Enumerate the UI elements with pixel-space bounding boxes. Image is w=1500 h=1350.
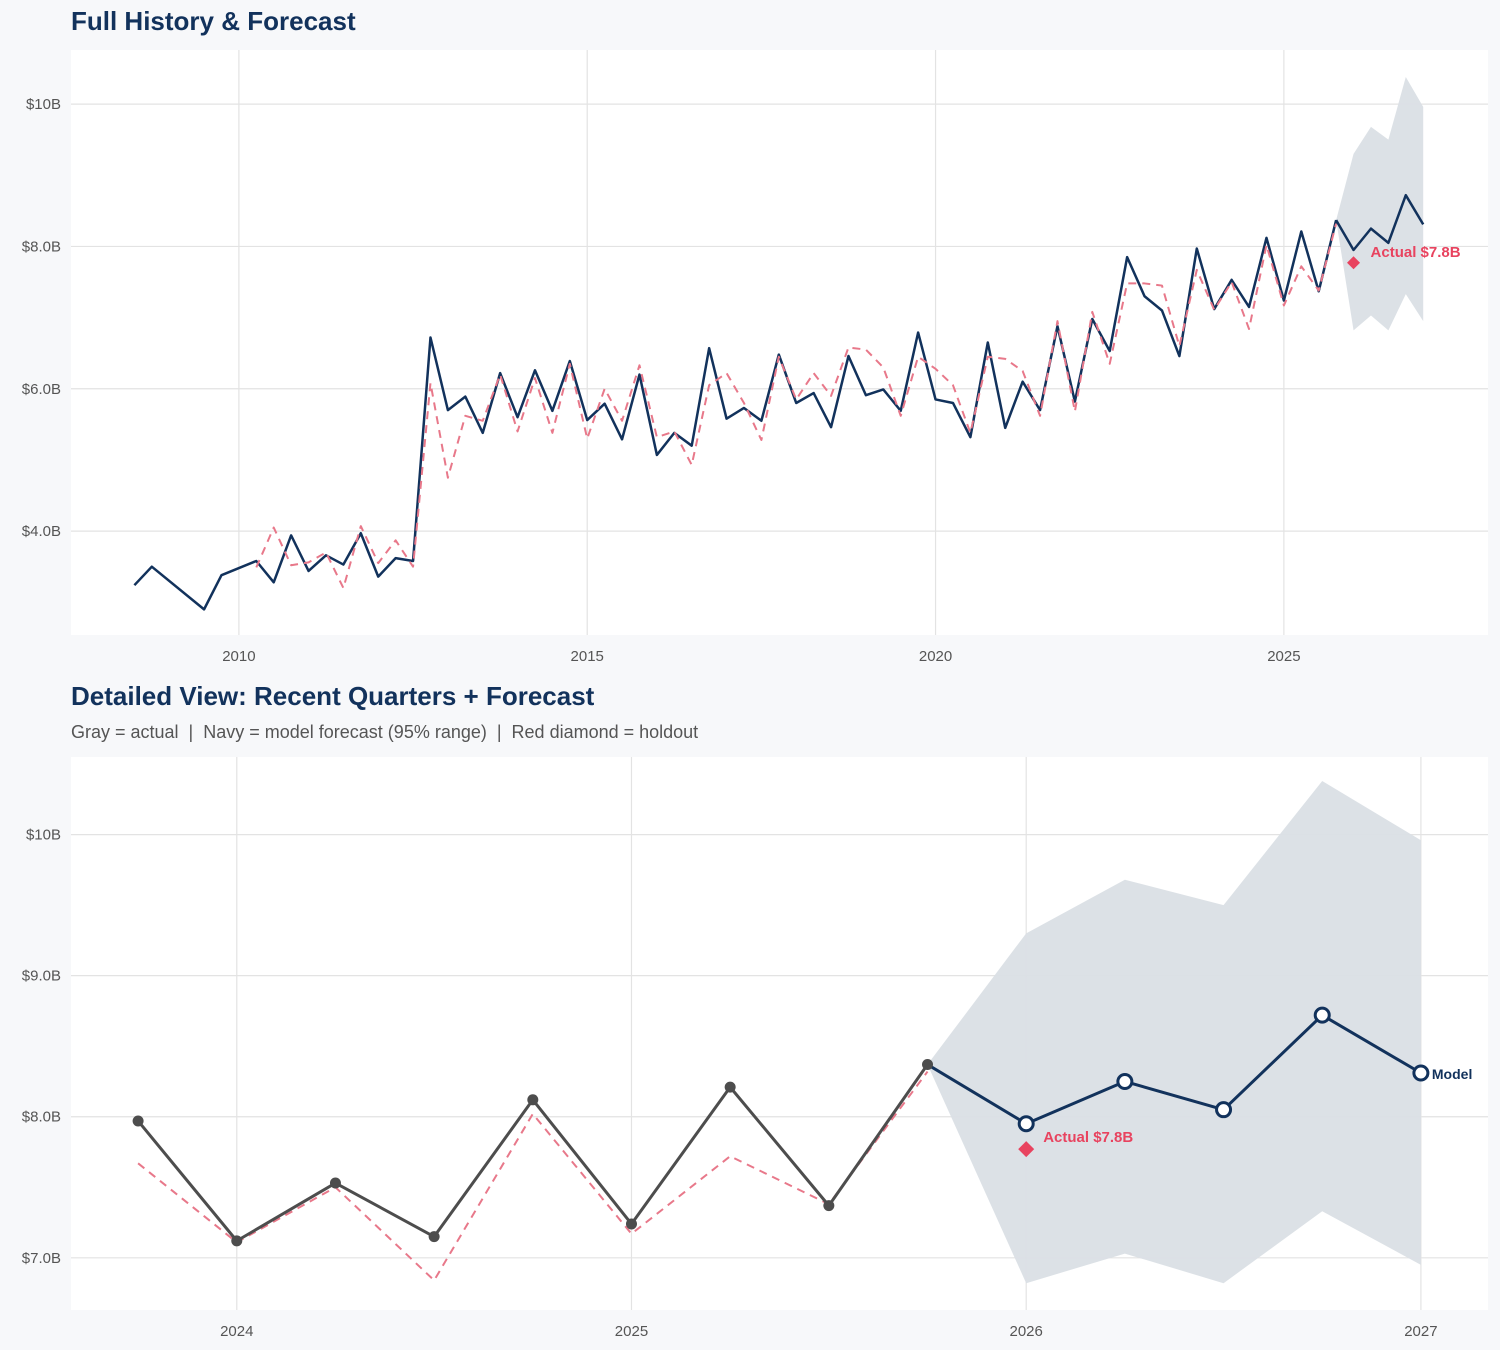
holdout-label: Actual $7.8B [1043,1129,1133,1146]
chart-title-bottom: Detailed View: Recent Quarters + Forecas… [71,681,595,711]
x-tick-label: 2024 [220,1323,253,1340]
actual-point [428,1231,440,1243]
model-label: Model [1432,1066,1472,1082]
holdout-diamond [1018,1141,1035,1158]
holdout-label: Actual $7.8B [1371,244,1461,261]
plot-area [71,50,1488,635]
forecast-point [1412,1064,1430,1082]
actual-point [922,1059,934,1071]
x-tick-label: 2010 [222,648,255,665]
x-tick-label: 2025 [615,1323,648,1340]
y-tick-label: $10B [26,96,61,113]
forecast-line [1335,193,1425,252]
forecast-band [927,780,1421,1284]
y-tick-label: $6.0B [22,381,61,398]
forecast-line [926,1013,1422,1126]
chart-detailed: 2024 2025 2026 2027 $7.0B $8.0B $9.0B $10B Model… [22,757,1488,1340]
x-tick-label: 2020 [919,648,952,665]
actual-point [329,1177,341,1189]
y-tick-label: $7.0B [22,1250,61,1267]
actual-point [231,1235,243,1247]
chart-full: 2010 2015 2020 2025 $4.0B $6.0B $8.0B $10B Actua… [22,50,1488,665]
forecast-point [1017,1115,1035,1133]
forecast-point [1313,1006,1331,1024]
x-tick-label: 2027 [1404,1323,1437,1340]
forecast-band [1336,77,1424,331]
actual-point [527,1094,539,1106]
x-tick-label: 2026 [1010,1323,1043,1340]
actual-point [625,1218,637,1230]
actual-point [724,1081,736,1093]
chart-title-top: Full History & Forecast [71,6,356,36]
actual-point [132,1115,144,1127]
x-tick-label: 2015 [571,648,604,665]
y-tick-label: $4.0B [22,523,61,540]
forecast-point [1116,1072,1134,1090]
y-tick-label: $8.0B [22,1109,61,1126]
y-tick-label: $9.0B [22,968,61,985]
holdout-diamond [1347,256,1361,270]
y-tick-label: $8.0B [22,238,61,255]
forecast-point [1215,1101,1233,1119]
actual-point [823,1200,835,1212]
y-tick-label: $10B [26,827,61,844]
x-tick-label: 2025 [1267,648,1300,665]
actual-line [133,219,1338,611]
chart-subtitle-bottom: Gray = actual | Navy = model forecast (9… [71,722,699,742]
